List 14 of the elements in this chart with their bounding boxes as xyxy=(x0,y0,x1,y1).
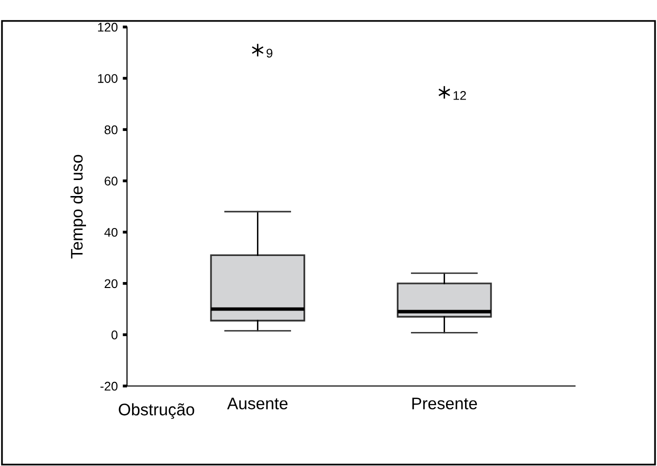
x-tick-label: Ausente xyxy=(227,398,288,410)
y-tick-label: 80 xyxy=(104,125,118,134)
y-tick-label: 0 xyxy=(112,330,118,340)
annotation: 9 xyxy=(266,48,272,58)
y-tick-label: 60 xyxy=(104,176,118,186)
x-tick-label: Presente xyxy=(412,398,477,410)
y-tick-label: 40 xyxy=(104,228,118,237)
x-axis-title: Obstrução xyxy=(118,403,194,419)
annotation: 12 xyxy=(454,91,466,100)
y-tick-label: 120 xyxy=(98,22,118,32)
y-axis-title: Tempo de uso xyxy=(70,154,86,258)
y-tick-label: -20 xyxy=(100,382,118,391)
y-tick-label: 20 xyxy=(104,279,118,288)
y-tick-label: 100 xyxy=(98,74,118,83)
